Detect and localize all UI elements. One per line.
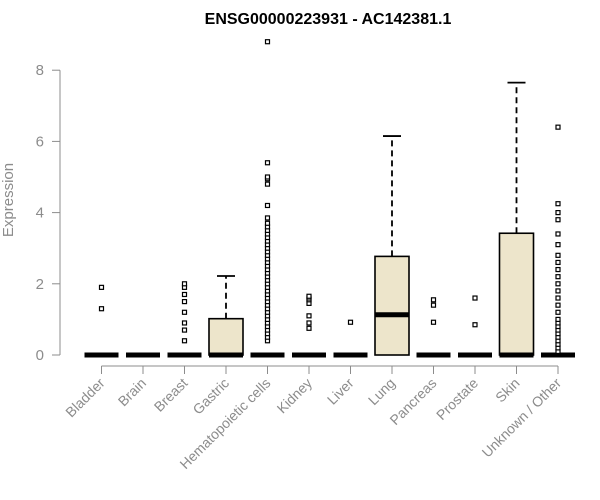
outlier-point: [264, 220, 271, 226]
outlier-point: [181, 291, 188, 298]
outlier-point: [264, 160, 271, 166]
box-group: [541, 124, 575, 358]
x-tick-label: Unknown / Other: [479, 375, 565, 461]
outlier-point: [555, 252, 561, 258]
outlier-point: [181, 338, 188, 344]
box-group: [458, 295, 492, 358]
outlier-point: [264, 174, 271, 180]
outlier-point: [264, 215, 271, 221]
y-axis-label: Expression: [0, 163, 17, 237]
box-group: [84, 284, 119, 358]
outlier-point: [555, 266, 561, 273]
box-group: [208, 275, 244, 358]
box-group: [374, 135, 410, 356]
outlier-point: [555, 316, 561, 322]
box-group: [333, 319, 368, 358]
outlier-point: [555, 217, 561, 223]
outlier-point: [555, 259, 561, 266]
box-iqr: [374, 255, 410, 356]
y-tick-label: 4: [36, 205, 44, 222]
outlier-point: [98, 306, 105, 312]
box-group: [292, 293, 326, 358]
box-iqr: [498, 232, 535, 356]
outlier-point: [555, 124, 561, 130]
box-group: [250, 39, 285, 358]
outlier-point: [430, 302, 437, 308]
outlier-point: [347, 319, 354, 325]
box-iqr: [208, 317, 244, 356]
x-tick-label: Prostate: [433, 375, 481, 423]
outlier-point: [555, 242, 561, 248]
outlier-point: [472, 322, 478, 328]
x-tick-label: Breast: [151, 375, 191, 415]
outlier-point: [264, 39, 271, 45]
outlier-point: [306, 320, 312, 326]
x-tick-label: Brain: [115, 375, 149, 409]
y-tick-label: 0: [36, 347, 44, 364]
outlier-point: [181, 281, 188, 287]
x-tick-label: Kidney: [274, 375, 316, 417]
outlier-point: [264, 202, 271, 209]
x-tick-label: Liver: [324, 375, 357, 408]
outlier-point: [306, 313, 312, 319]
outlier-point: [555, 295, 561, 301]
outlier-point: [555, 201, 561, 207]
outlier-point: [555, 309, 561, 315]
y-axis: 0 2 4 6 8: [36, 62, 61, 364]
outlier-point: [181, 309, 188, 315]
outlier-point: [430, 319, 437, 325]
outlier-point: [430, 297, 437, 303]
outlier-point: [306, 293, 312, 299]
box-group: [416, 297, 451, 358]
box-group: [167, 281, 202, 358]
x-tick-label: Lung: [365, 375, 398, 408]
outlier-point: [306, 325, 312, 331]
outlier-point: [555, 302, 561, 308]
y-tick-label: 2: [36, 276, 44, 293]
box-series: [84, 39, 575, 358]
x-tick-label: Skin: [492, 375, 523, 406]
outlier-point: [181, 320, 188, 326]
outlier-point: [555, 288, 561, 294]
outlier-point: [472, 295, 478, 301]
outlier-point: [555, 281, 561, 287]
chart-title: ENSG00000223931 - AC142381.1: [205, 11, 452, 28]
outlier-point: [181, 299, 188, 305]
outlier-point: [181, 327, 188, 333]
outlier-point: [555, 210, 561, 216]
outlier-point: [555, 231, 561, 237]
outlier-point: [555, 274, 561, 280]
x-tick-label: Bladder: [62, 375, 108, 421]
y-tick-label: 6: [36, 133, 44, 150]
outlier-point: [264, 181, 271, 187]
box-group: [498, 81, 535, 358]
y-tick-label: 8: [36, 62, 44, 79]
outlier-point: [98, 284, 105, 290]
